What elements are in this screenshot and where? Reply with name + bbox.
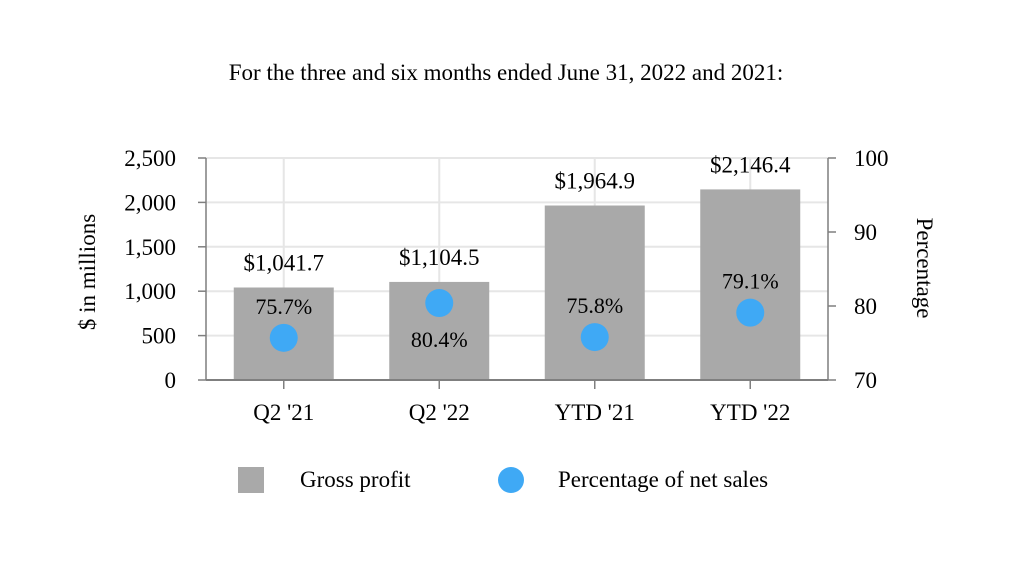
percentage-point — [269, 323, 298, 352]
legend-item-percentage: Percentage of net sales — [498, 460, 768, 500]
y2-tick-label: 100 — [854, 146, 889, 171]
legend-swatch-bar — [238, 467, 264, 493]
x-tick-label: Q2 '22 — [409, 400, 470, 425]
percentage-value-label: 80.4% — [411, 327, 468, 352]
y-tick-label: 2,500 — [124, 146, 176, 171]
bar-value-label: $1,964.9 — [555, 169, 636, 194]
x-tick-label: Q2 '21 — [253, 400, 314, 425]
percentage-point — [425, 289, 454, 318]
y2-axis-label: Percentage — [912, 218, 937, 319]
y-tick-label: 1,500 — [124, 235, 176, 260]
x-tick-label: YTD '21 — [555, 400, 635, 425]
percentage-value-label: 75.7% — [255, 294, 312, 319]
legend-label-percentage: Percentage of net sales — [558, 467, 769, 492]
data-labels: $1,041.7 $1,104.5 $1,964.9 $2,146.4 75.7% 80.… — [244, 152, 792, 352]
bar-gross-profit — [700, 189, 801, 380]
y-axis-label: $ in millions — [75, 214, 100, 330]
y-tick-label: 0 — [165, 368, 177, 393]
y2-tick-label: 70 — [854, 368, 877, 393]
percentage-points — [269, 289, 765, 352]
chart-title: For the three and six months ended June … — [228, 60, 784, 85]
y2-tick-label: 80 — [854, 294, 877, 319]
bar-value-label: $1,104.5 — [399, 245, 480, 270]
y-tick-label: 1,000 — [124, 279, 176, 304]
percentage-point — [736, 298, 765, 327]
x-tick-label: YTD '22 — [710, 400, 790, 425]
bars — [233, 189, 801, 380]
legend: Gross profit Percentage of net sales — [0, 460, 1012, 500]
axes — [198, 157, 836, 389]
percentage-point — [580, 323, 609, 352]
tick-labels: 0 500 1,000 1,500 2,000 2,500 Q2 '21 Q2 '22 YTD … — [124, 146, 888, 425]
bar-value-label: $2,146.4 — [710, 152, 791, 177]
legend-swatch-dot — [498, 467, 524, 493]
legend-item-gross-profit: Gross profit — [238, 460, 411, 500]
y-tick-label: 500 — [142, 324, 177, 349]
percentage-value-label: 75.8% — [566, 293, 623, 318]
y2-tick-label: 90 — [854, 220, 877, 245]
y-tick-label: 2,000 — [124, 190, 176, 215]
percentage-value-label: 79.1% — [722, 269, 779, 294]
bar-value-label: $1,041.7 — [244, 250, 325, 275]
legend-label-gross-profit: Gross profit — [300, 467, 411, 492]
